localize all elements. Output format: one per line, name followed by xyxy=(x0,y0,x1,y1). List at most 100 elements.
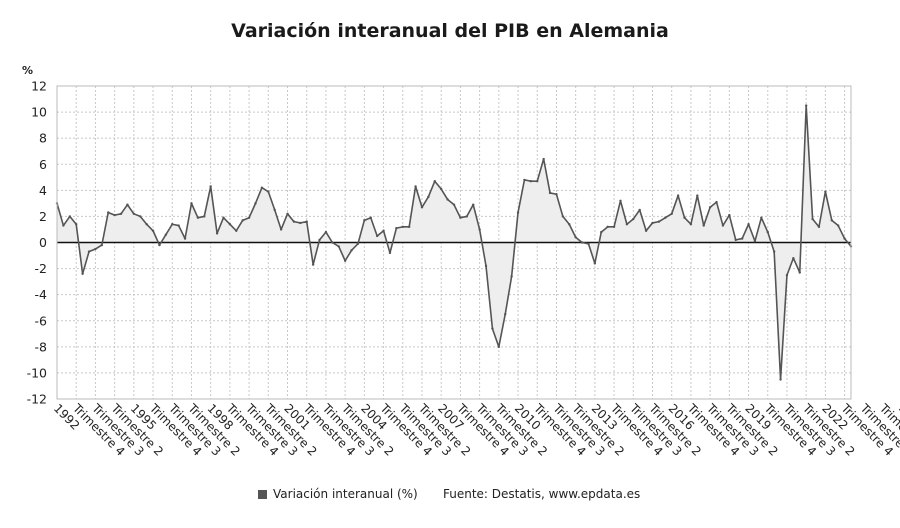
data-point xyxy=(247,216,251,219)
data-point xyxy=(696,194,699,197)
data-point xyxy=(267,190,270,193)
data-point xyxy=(670,212,673,216)
legend: Variación interanual (%) xyxy=(258,487,418,501)
data-point xyxy=(439,187,443,191)
data-point xyxy=(375,234,379,238)
data-point xyxy=(132,212,136,216)
data-point xyxy=(657,220,661,223)
data-point xyxy=(395,226,398,230)
y-tick-label: 2 xyxy=(39,209,47,224)
data-point xyxy=(708,206,712,209)
y-tick-label: 4 xyxy=(39,183,47,198)
data-point xyxy=(459,216,462,219)
y-tick-label: -8 xyxy=(35,339,48,354)
data-point xyxy=(766,230,769,234)
data-point xyxy=(331,241,334,244)
data-point xyxy=(164,233,168,236)
data-point xyxy=(772,250,776,253)
data-point xyxy=(523,178,526,182)
legend-swatch xyxy=(258,489,267,499)
data-point xyxy=(414,185,417,188)
data-point xyxy=(420,206,424,209)
data-point xyxy=(798,271,801,274)
y-tick-label: -6 xyxy=(35,313,48,328)
legend-label: Variación interanual (%) xyxy=(273,487,418,501)
data-point xyxy=(465,215,469,218)
data-point xyxy=(273,208,276,212)
data-point xyxy=(107,211,110,214)
data-point xyxy=(369,216,372,219)
data-point xyxy=(472,203,475,206)
data-point xyxy=(119,212,123,216)
data-points xyxy=(55,104,853,381)
data-point xyxy=(548,191,552,195)
data-point xyxy=(555,193,558,196)
data-point xyxy=(209,185,212,188)
data-point xyxy=(811,217,814,221)
data-point xyxy=(94,247,97,251)
data-point xyxy=(305,220,308,223)
data-point xyxy=(676,194,680,197)
data-point xyxy=(568,223,571,226)
data-point xyxy=(836,224,840,227)
plot-border xyxy=(56,85,852,400)
data-point xyxy=(747,223,750,226)
plot-frame xyxy=(56,85,852,400)
data-point xyxy=(683,216,686,219)
data-point xyxy=(689,223,693,226)
data-point xyxy=(235,229,238,232)
data-point xyxy=(68,215,72,218)
data-point xyxy=(542,157,545,161)
data-point xyxy=(350,249,353,252)
data-point xyxy=(292,220,296,223)
data-point xyxy=(279,228,283,231)
data-point xyxy=(587,242,590,245)
data-point xyxy=(126,203,129,206)
y-tick-label: 0 xyxy=(39,235,47,250)
data-point xyxy=(651,221,654,225)
data-point xyxy=(299,221,302,225)
data-point xyxy=(433,180,436,183)
data-point xyxy=(606,225,609,229)
data-point xyxy=(171,223,174,226)
data-point xyxy=(113,213,116,217)
data-point xyxy=(497,345,501,349)
data-point xyxy=(254,202,257,205)
data-point xyxy=(593,262,597,265)
data-point xyxy=(311,263,315,266)
data-point xyxy=(785,273,789,277)
data-point xyxy=(158,243,161,247)
data-point xyxy=(600,230,603,234)
data-point xyxy=(203,215,206,218)
data-point xyxy=(183,237,187,240)
data-point xyxy=(734,238,737,242)
data-point xyxy=(664,216,667,219)
data-point xyxy=(324,230,328,234)
source-note: Fuente: Destatis, www.epdata.es xyxy=(443,487,641,501)
data-point xyxy=(337,245,340,248)
data-point xyxy=(612,225,616,229)
data-point xyxy=(792,256,795,260)
y-axis-unit: % xyxy=(22,64,34,77)
y-tick-label: 6 xyxy=(39,157,47,172)
data-point xyxy=(75,223,78,226)
data-point xyxy=(779,378,782,381)
data-point xyxy=(190,202,193,205)
y-axis-ticks: -12 -10 -8 -6 -4 -2 0 2 4 6 8 10 12 xyxy=(27,79,47,407)
y-tick-label: -2 xyxy=(35,261,47,276)
data-point xyxy=(715,200,718,204)
data-point xyxy=(478,228,481,231)
data-point xyxy=(721,224,725,227)
data-point xyxy=(830,219,833,222)
data-point xyxy=(843,237,846,240)
data-point xyxy=(446,198,449,201)
data-point xyxy=(215,232,219,235)
data-point xyxy=(491,327,494,330)
data-point xyxy=(356,242,360,245)
data-point xyxy=(760,216,763,219)
y-tick-label: -10 xyxy=(27,365,47,380)
data-point xyxy=(241,219,244,222)
data-point xyxy=(228,223,232,226)
